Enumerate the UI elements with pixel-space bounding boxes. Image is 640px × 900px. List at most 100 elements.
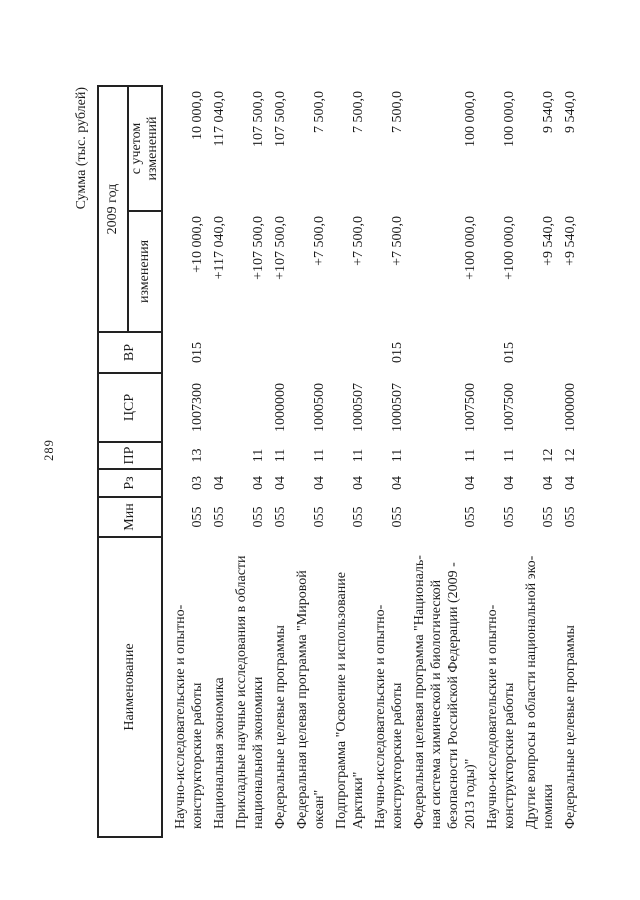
column-header-rz: Рз (98, 469, 162, 497)
row-min-code: 055 (463, 506, 478, 528)
row-changes-amount: +107 500,0 (251, 216, 266, 280)
row-min-code: 055 (312, 506, 327, 528)
row-name: Прикладные научные исследования в област… (234, 555, 266, 829)
row-with-changes-amount: 100 000,0 (502, 91, 517, 147)
row-changes-amount: +10 000,0 (190, 216, 205, 273)
row-name: Другие вопросы в области национальной эк… (524, 555, 556, 829)
units-label: Сумма (тыс. рублей) (74, 87, 89, 210)
table-header: Наименование Мин Рз ПР ЦСР ВР 2009 год и… (98, 86, 162, 837)
row-with-changes-amount: 9 540,0 (563, 91, 578, 133)
row-pr-code: 11 (351, 448, 366, 463)
row-name: Национальная экономика (212, 677, 227, 829)
row-min-code: 055 (502, 506, 517, 528)
row-pr-code (206, 442, 228, 469)
page-number: 289 (42, 439, 56, 461)
row-name: Федеральная целевая программа "Националь… (412, 555, 478, 829)
row-pr-code: 11 (463, 448, 478, 463)
row-min-code: 055 (212, 506, 227, 528)
row-tsr-code: 1000507 (390, 383, 405, 432)
row-pr-code: 12 (563, 448, 578, 463)
row-vr-code (289, 332, 328, 373)
row-name: Федеральные целевые программы (563, 625, 578, 829)
row-changes-amount: +9 540,0 (541, 216, 556, 266)
row-min-code: 055 (563, 506, 578, 528)
row-vr-code (518, 332, 557, 373)
row-tsr-code (228, 373, 267, 442)
row-rz-code: 04 (312, 476, 327, 490)
row-vr-code (557, 332, 579, 373)
row-vr-code (228, 332, 267, 373)
row-name: Федеральные целевые программы (273, 625, 288, 829)
row-name: Научно-исследовательские и опытно- конст… (373, 604, 405, 829)
table-row: Подпрограмма "Освоение и использование А… (328, 86, 367, 837)
row-pr-code: 11 (251, 448, 266, 463)
row-with-changes-amount: 107 500,0 (251, 91, 266, 147)
row-changes-amount: +7 500,0 (390, 216, 405, 266)
row-vr-code: 015 (190, 342, 205, 363)
budget-table: Наименование Мин Рз ПР ЦСР ВР 2009 год и… (97, 85, 579, 838)
header-row-group: Наименование Мин Рз ПР ЦСР ВР 2009 год (98, 86, 162, 837)
row-pr-code: 11 (273, 448, 288, 463)
column-header-year-group: 2009 год (98, 86, 128, 332)
table-row: Научно-исследовательские и опытно- конст… (367, 86, 406, 837)
row-vr-code (328, 332, 367, 373)
row-changes-amount: +7 500,0 (351, 216, 366, 266)
row-name: Научно-исследовательские и опытно- конст… (485, 604, 517, 829)
row-pr-code: 12 (541, 448, 556, 463)
row-rz-code: 04 (390, 476, 405, 490)
row-rz-code: 04 (563, 476, 578, 490)
column-header-pr: ПР (98, 442, 162, 469)
table-row: Федеральные целевые программы 055 04 12 … (557, 86, 579, 837)
table-body: Научно-исследовательские и опытно- конст… (162, 86, 579, 837)
row-tsr-code: 1000000 (563, 383, 578, 432)
row-changes-amount: +7 500,0 (312, 216, 327, 266)
column-header-min: Мин (98, 497, 162, 537)
table-row: Прикладные научные исследования в област… (228, 86, 267, 837)
table-row: Национальная экономика 055 04 +117 040,0… (206, 86, 228, 837)
row-min-code: 055 (541, 506, 556, 528)
row-min-code: 055 (351, 506, 366, 528)
table-row: Научно-исследовательские и опытно- конст… (162, 86, 206, 837)
row-with-changes-amount: 107 500,0 (273, 91, 288, 147)
row-rz-code: 04 (502, 476, 517, 490)
row-pr-code: 11 (502, 448, 517, 463)
row-with-changes-amount: 100 000,0 (463, 91, 478, 147)
row-min-code: 055 (190, 506, 205, 528)
row-min-code: 055 (390, 506, 405, 528)
column-header-name: Наименование (98, 537, 162, 837)
table-row: Другие вопросы в области национальной эк… (518, 86, 557, 837)
row-with-changes-amount: 9 540,0 (541, 91, 556, 133)
row-vr-code: 015 (502, 342, 517, 363)
row-rz-code: 04 (273, 476, 288, 490)
row-rz-code: 04 (212, 476, 227, 490)
row-rz-code: 04 (351, 476, 366, 490)
row-tsr-code (206, 373, 228, 442)
row-pr-code: 13 (190, 448, 205, 463)
row-changes-amount: +117 040,0 (212, 216, 227, 280)
table-row: Федеральная целевая программа "Националь… (406, 86, 479, 837)
row-rz-code: 04 (541, 476, 556, 490)
row-with-changes-amount: 7 500,0 (390, 91, 405, 133)
row-vr-code (206, 332, 228, 373)
row-tsr-code: 1007300 (190, 383, 205, 432)
row-tsr-code (518, 373, 557, 442)
row-rz-code: 04 (463, 476, 478, 490)
table-row: Федеральная целевая программа "Мировой о… (289, 86, 328, 837)
column-header-with-changes: с учетом изменений (128, 86, 162, 211)
row-tsr-code: 1000000 (273, 383, 288, 432)
row-with-changes-amount: 10 000,0 (190, 91, 205, 140)
row-tsr-code: 1007500 (502, 383, 517, 432)
row-min-code: 055 (273, 506, 288, 528)
row-min-code: 055 (251, 506, 266, 528)
row-with-changes-amount: 7 500,0 (312, 91, 327, 133)
row-name: Научно-исследовательские и опытно- конст… (173, 604, 205, 829)
row-changes-amount: +107 500,0 (273, 216, 288, 280)
row-changes-amount: +100 000,0 (463, 216, 478, 280)
table-row: Научно-исследовательские и опытно- конст… (479, 86, 518, 837)
row-vr-code (267, 332, 289, 373)
row-name: Подпрограмма "Освоение и использование А… (334, 572, 366, 829)
row-name: Федеральная целевая программа "Мировой о… (295, 570, 327, 829)
row-tsr-code: 1007500 (463, 383, 478, 432)
